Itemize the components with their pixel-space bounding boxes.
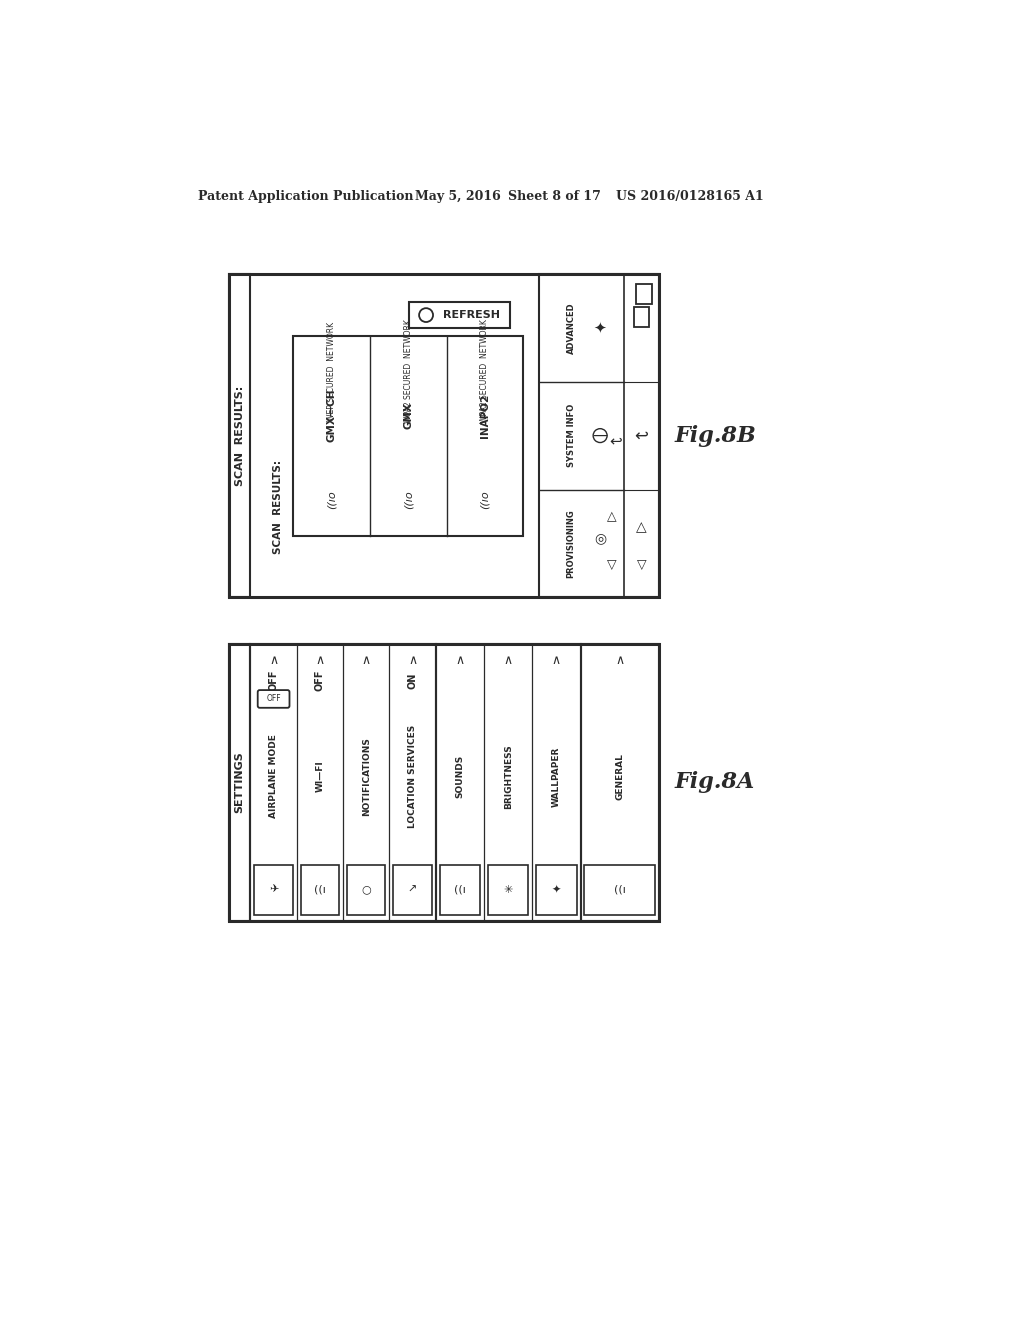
Bar [409, 302, 510, 327]
Text: SOUNDS: SOUNDS [456, 755, 464, 799]
Text: WPA2 SECURED  NETWORK: WPA2 SECURED NETWORK [480, 319, 489, 424]
Text: PROVISIONING: PROVISIONING [566, 510, 575, 578]
Text: —: — [593, 428, 608, 444]
Text: OFF: OFF [315, 669, 325, 692]
Text: Patent Application Publication: Patent Application Publication [198, 190, 414, 203]
Text: GMX: GMX [403, 403, 413, 429]
Text: AIRPLANE MODE: AIRPLANE MODE [269, 735, 279, 818]
Text: ∧: ∧ [615, 653, 625, 667]
Bar [254, 865, 293, 915]
Text: Fig.8A: Fig.8A [675, 771, 755, 793]
Text: ✳: ✳ [504, 884, 513, 895]
Text: WEP SECURED  NETWORK: WEP SECURED NETWORK [327, 322, 336, 421]
Text: SCAN  RESULTS:: SCAN RESULTS: [272, 459, 283, 554]
Text: ↗: ↗ [408, 884, 417, 895]
Bar [634, 308, 649, 327]
Bar [393, 865, 432, 915]
Text: Sheet 8 of 17: Sheet 8 of 17 [508, 190, 601, 203]
Text: ∧: ∧ [552, 653, 561, 667]
Text: NOTIFICATIONS: NOTIFICATIONS [361, 737, 371, 816]
Text: ((ıo: ((ıo [327, 490, 337, 510]
Bar [228, 275, 251, 598]
Bar [624, 275, 658, 598]
Bar [347, 865, 385, 915]
Bar [251, 644, 435, 921]
Text: ∧: ∧ [456, 653, 465, 667]
Text: WALLPAPER: WALLPAPER [552, 746, 561, 807]
Text: ON: ON [408, 672, 418, 689]
Text: ◎: ◎ [594, 531, 606, 545]
Text: SETTINGS: SETTINGS [234, 751, 245, 813]
Text: WPA2 SECURED  NETWORK: WPA2 SECURED NETWORK [403, 319, 413, 424]
Bar [636, 284, 651, 304]
Text: ○: ○ [361, 884, 371, 895]
Text: ∧: ∧ [315, 653, 325, 667]
Text: BRIGHTNESS: BRIGHTNESS [504, 744, 513, 809]
FancyBboxPatch shape [258, 690, 290, 708]
Bar [301, 865, 339, 915]
Text: ADVANCED: ADVANCED [566, 302, 575, 354]
Bar [435, 644, 581, 921]
Bar [581, 644, 658, 921]
Text: ((ıo: ((ıo [480, 490, 489, 510]
Text: ((ı: ((ı [613, 884, 626, 895]
Bar [293, 335, 523, 536]
Text: ↩: ↩ [635, 426, 648, 445]
Text: US 2016/0128165 A1: US 2016/0128165 A1 [616, 190, 764, 203]
Text: REFRESH: REFRESH [442, 310, 500, 319]
Text: ((ı: ((ı [454, 884, 466, 895]
Text: OFF: OFF [266, 694, 281, 704]
Bar [487, 865, 528, 915]
Bar [539, 275, 658, 598]
Text: ↩: ↩ [609, 433, 622, 449]
Text: ✦: ✦ [594, 321, 606, 335]
Text: ∧: ∧ [408, 653, 417, 667]
Bar [439, 865, 480, 915]
Text: GMX—CH: GMX—CH [327, 389, 337, 442]
Text: WI—FI: WI—FI [315, 760, 325, 792]
Text: INAPO2: INAPO2 [480, 393, 489, 438]
Text: OFF: OFF [268, 669, 279, 692]
Text: ✦: ✦ [552, 884, 561, 895]
Text: SYSTEM INFO: SYSTEM INFO [566, 404, 575, 467]
Text: GENERAL: GENERAL [615, 754, 625, 800]
Text: ((ı: ((ı [314, 884, 326, 895]
Text: May 5, 2016: May 5, 2016 [415, 190, 501, 203]
Text: SCAN  RESULTS:: SCAN RESULTS: [234, 385, 245, 486]
Text: LOCATION SERVICES: LOCATION SERVICES [408, 725, 417, 828]
Text: ∧: ∧ [504, 653, 513, 667]
Text: ▽: ▽ [607, 558, 616, 572]
Text: △: △ [636, 520, 647, 535]
Text: △: △ [607, 510, 616, 523]
Bar [228, 275, 658, 598]
Text: ✈: ✈ [269, 884, 279, 895]
Bar [585, 865, 655, 915]
Text: ∧: ∧ [361, 653, 371, 667]
Bar [228, 644, 251, 921]
Text: ∧: ∧ [269, 653, 279, 667]
Text: ((ıo: ((ıo [403, 490, 413, 510]
Bar [537, 865, 577, 915]
Text: Fig.8B: Fig.8B [675, 425, 756, 446]
Bar [228, 644, 658, 921]
Text: ▽: ▽ [637, 558, 646, 572]
